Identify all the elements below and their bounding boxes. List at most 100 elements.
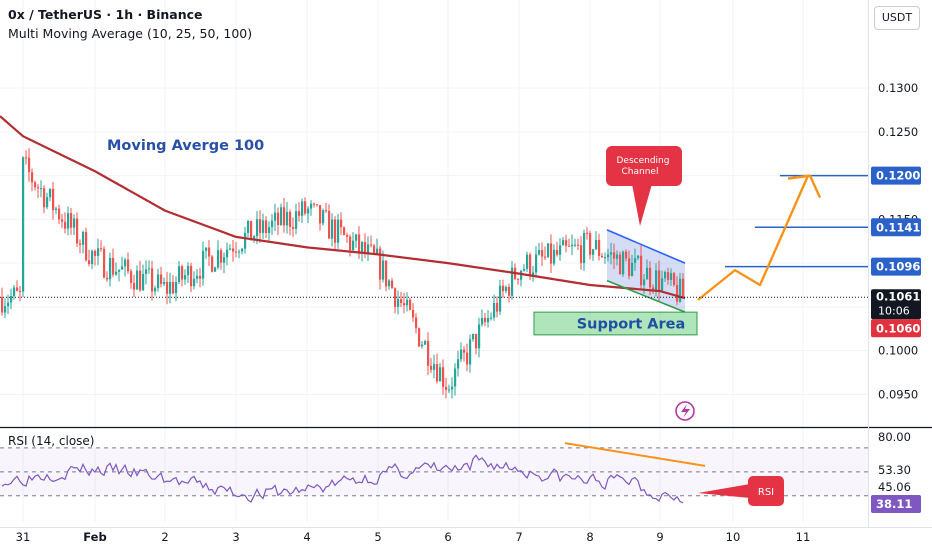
candle-body — [253, 236, 256, 241]
candle-body — [646, 267, 649, 280]
candle-body — [385, 260, 388, 287]
candle-body — [142, 273, 145, 291]
candle-body — [283, 207, 286, 226]
candle-body — [373, 245, 376, 254]
candle-body — [652, 287, 655, 290]
candle-body — [430, 365, 433, 370]
candle-body — [454, 368, 457, 387]
candle-body — [442, 367, 445, 387]
candle-body — [601, 256, 604, 258]
candle-body — [487, 317, 490, 323]
candle-body — [661, 278, 664, 291]
candle-body — [73, 218, 76, 228]
candle-body — [262, 220, 265, 233]
candle-body — [532, 272, 535, 276]
time-axis-label: Feb — [83, 530, 106, 544]
candle-body — [232, 248, 235, 252]
candle-body — [670, 273, 673, 280]
candle-body — [229, 248, 232, 250]
candle-body — [448, 389, 451, 391]
time-axis-label: 31 — [16, 530, 31, 544]
candle-body — [292, 226, 295, 229]
candle-body — [571, 244, 574, 247]
candle-body — [589, 233, 592, 255]
candle-body — [37, 187, 40, 189]
candle-body — [595, 240, 598, 250]
candle-body — [70, 213, 73, 228]
candle-body — [655, 270, 658, 290]
candle-body — [118, 269, 121, 272]
candle-body — [505, 286, 508, 292]
candle-body — [244, 232, 247, 249]
candle-body — [25, 157, 28, 159]
candle-body — [127, 259, 130, 272]
candle-body — [55, 208, 58, 210]
candle-body — [49, 188, 52, 198]
target-price-tag-3: 0.1200 — [876, 169, 920, 183]
candle-body — [592, 249, 595, 255]
candle-body — [40, 188, 43, 190]
projection-arrow-path — [697, 175, 810, 301]
candle-body — [559, 245, 562, 255]
candle-body — [433, 364, 436, 370]
candle-body — [469, 339, 472, 365]
candle-body — [523, 268, 526, 271]
candle-body — [115, 271, 118, 275]
time-axis-label: 5 — [374, 530, 381, 544]
candle-body — [556, 249, 559, 255]
candle-body — [418, 328, 421, 347]
candle-body — [619, 254, 622, 275]
candle-body — [97, 248, 100, 256]
rsi-callout-pointer — [698, 484, 750, 498]
indicator-title[interactable]: Multi Moving Average (10, 25, 50, 100) — [8, 26, 253, 41]
candle-body — [550, 243, 553, 264]
candle-body — [496, 302, 499, 312]
candle-body — [274, 212, 277, 221]
candle-body — [562, 240, 565, 246]
candle-body — [277, 212, 280, 226]
time-axis-label: 9 — [656, 530, 663, 544]
candle-body — [580, 245, 583, 264]
candle-body — [61, 219, 64, 222]
candle-body — [193, 278, 196, 287]
candle-body — [1, 297, 4, 313]
candle-body — [133, 282, 136, 290]
candle-body — [583, 232, 586, 264]
candle-body — [85, 231, 88, 261]
candle-body — [478, 324, 481, 349]
candle-body — [334, 219, 337, 243]
candle-body — [406, 299, 409, 306]
currency-button[interactable]: USDT — [874, 6, 920, 30]
channel-callout-box — [606, 146, 682, 186]
candle-body — [157, 274, 160, 289]
candle-body — [145, 269, 148, 274]
candle-body — [358, 234, 361, 252]
candle-body — [226, 249, 229, 258]
candle-body — [259, 219, 262, 233]
candle-body — [547, 243, 550, 258]
rsi-title[interactable]: RSI (14, close) — [8, 434, 95, 448]
candle-body — [343, 227, 346, 235]
candle-body — [175, 281, 178, 294]
candle-body — [19, 290, 22, 292]
candle-body — [658, 270, 661, 291]
candle-body — [466, 352, 469, 365]
candle-body — [535, 254, 538, 273]
candle-body — [409, 299, 412, 310]
candle-body — [214, 267, 217, 272]
candle-body — [295, 211, 298, 229]
candle-body — [22, 157, 25, 292]
candle-body — [184, 275, 187, 280]
candle-body — [268, 227, 271, 233]
low-price-tag-bg — [871, 319, 921, 338]
candle-body — [208, 247, 211, 257]
candle-body — [286, 211, 289, 226]
rsi-tick-label: 45.06 — [878, 480, 911, 494]
candle-body — [640, 255, 643, 286]
candle-body — [376, 248, 379, 254]
candle-body — [517, 278, 520, 280]
rsi-tick-label: 80.00 — [878, 430, 911, 444]
time-axis-label: 7 — [515, 530, 522, 544]
